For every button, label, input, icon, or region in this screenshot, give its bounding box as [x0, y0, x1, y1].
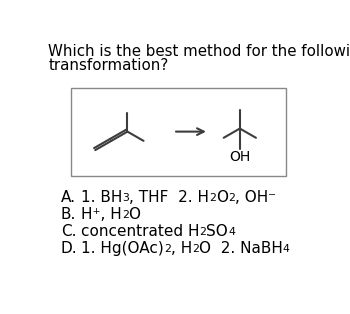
Text: 4: 4 — [228, 227, 235, 237]
Text: OH: OH — [229, 150, 251, 164]
Text: A.: A. — [61, 190, 76, 205]
Text: O: O — [128, 207, 141, 222]
Text: C.: C. — [61, 224, 76, 239]
Bar — [71, 88, 286, 176]
Text: ⁻: ⁻ — [268, 190, 276, 205]
Text: Which is the best method for the following: Which is the best method for the followi… — [48, 44, 350, 59]
Text: H⁺, H: H⁺, H — [81, 207, 122, 222]
Text: 1. Hg(OAc): 1. Hg(OAc) — [81, 241, 164, 256]
Text: O: O — [216, 190, 228, 205]
Text: 2: 2 — [192, 244, 199, 254]
Text: D.: D. — [61, 241, 77, 256]
Text: 1. BH: 1. BH — [81, 190, 122, 205]
Text: , OH: , OH — [235, 190, 268, 205]
Text: transformation?: transformation? — [48, 58, 169, 73]
Text: 2: 2 — [199, 227, 206, 237]
Text: , H: , H — [170, 241, 192, 256]
Text: 4: 4 — [282, 244, 289, 254]
Text: SO: SO — [206, 224, 228, 239]
Text: , THF  2. H: , THF 2. H — [129, 190, 209, 205]
Text: 2: 2 — [228, 193, 235, 203]
Text: O  2. NaBH: O 2. NaBH — [199, 241, 282, 256]
Text: 3: 3 — [122, 193, 129, 203]
Text: B.: B. — [61, 207, 76, 222]
Text: 2: 2 — [209, 193, 216, 203]
Text: 2: 2 — [122, 210, 128, 220]
Text: concentrated H: concentrated H — [81, 224, 200, 239]
Text: 2: 2 — [164, 244, 170, 254]
